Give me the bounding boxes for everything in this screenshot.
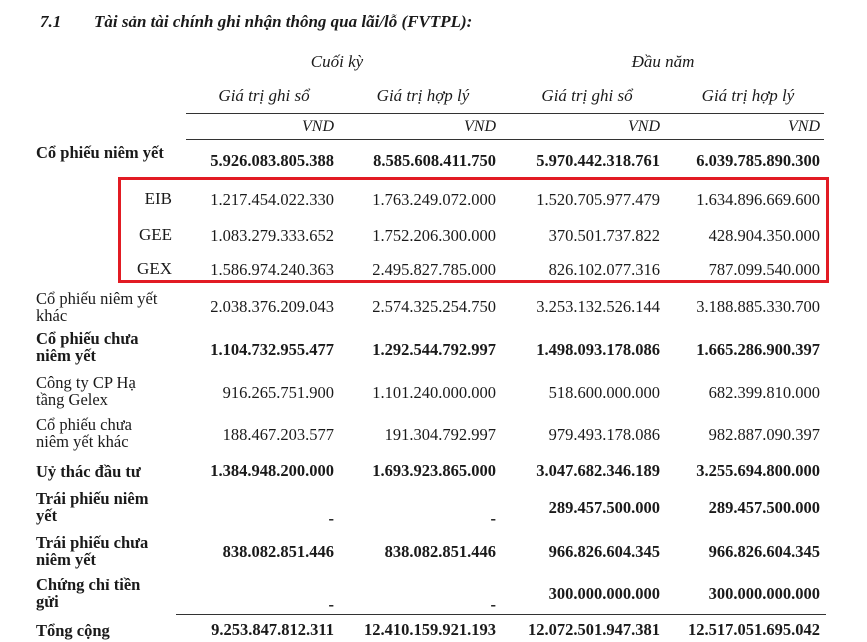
cell-fair-value-start: 428.904.350.000	[708, 226, 820, 245]
cell-fair-value-end: 8.585.608.411.750	[373, 151, 496, 170]
cell-book-value-start: 518.600.000.000	[548, 383, 660, 402]
cell-fair-value-end: 838.082.851.446	[384, 542, 496, 561]
row-label: Công ty CP Hạ tầng Gelex	[36, 373, 136, 409]
cell-fair-value-end: 191.304.792.997	[384, 425, 496, 444]
cell-fair-value-end: 2.495.827.785.000	[372, 260, 496, 279]
cell-book-value-start: 1.520.705.977.479	[536, 190, 660, 209]
cell-fair-value-start: 787.099.540.000	[708, 260, 820, 279]
ticker-gee: GEE	[138, 225, 172, 244]
cell-fair-value-end: 1.752.206.300.000	[372, 226, 496, 245]
cell-book-value-start: 300.000.000.000	[548, 584, 660, 603]
cell-fair-value-end: 2.574.325.254.750	[372, 297, 496, 316]
table-row: EIB 1.217.454.022.330 1.763.249.072.000 …	[0, 189, 867, 213]
ticker-gex: GEX	[137, 259, 172, 278]
cell-book-value-start: 3.253.132.526.144	[536, 297, 660, 316]
highlight-box	[118, 177, 829, 283]
table-row: Cổ phiếu niêm yết khác 2.038.376.209.043…	[0, 290, 867, 326]
row-label: Cổ phiếu niêm yết	[36, 143, 164, 162]
cell-fair-value-start: 289.457.500.000	[708, 498, 820, 517]
table-row: Cổ phiếu chưa niêm yết khác 188.467.203.…	[0, 416, 867, 452]
table-row: Chứng chỉ tiền gửi - - 300.000.000.000 3…	[0, 576, 867, 616]
col-header-book-value-start: Giá trị ghi sổ	[541, 86, 633, 105]
unit-label: VND	[464, 118, 496, 135]
col-header-fair-value-end: Giá trị hợp lý	[376, 86, 470, 105]
table-row: Công ty CP Hạ tầng Gelex 916.265.751.900…	[0, 374, 867, 410]
row-label: Tổng cộng	[36, 621, 110, 640]
cell-book-value-end: 5.926.083.805.388	[210, 151, 334, 170]
total-rule	[176, 614, 826, 615]
cell-book-value-start: 3.047.682.346.189	[536, 461, 660, 480]
unit-label: VND	[788, 118, 820, 135]
cell-book-value-start: 289.457.500.000	[548, 498, 660, 517]
row-label: Trái phiếu chưa niêm yết	[36, 533, 149, 569]
cell-fair-value-start: 6.039.785.890.300	[696, 151, 820, 170]
cell-fair-value-end: 1.292.544.792.997	[372, 340, 496, 359]
cell-fair-value-start: 682.399.810.000	[708, 383, 820, 402]
cell-fair-value-start: 966.826.604.345	[708, 542, 820, 561]
group-header-start-year: Đầu năm	[631, 52, 695, 71]
col-header-book-value-end: Giá trị ghi sổ	[218, 86, 310, 105]
cell-fair-value-end: -	[490, 509, 497, 528]
cell-fair-value-start: 3.188.885.330.700	[696, 297, 820, 316]
cell-book-value-start: 966.826.604.345	[548, 542, 660, 561]
table-row-total: Tổng cộng 9.253.847.812.311 12.410.159.9…	[0, 620, 867, 642]
table-row: Trái phiếu niêm yết - - 289.457.500.000 …	[0, 490, 867, 530]
group-header-end-period: Cuối kỳ	[310, 52, 364, 71]
cell-book-value-end: 9.253.847.812.311	[211, 620, 334, 639]
cell-fair-value-start: 1.665.286.900.397	[696, 340, 820, 359]
cell-book-value-end: 1.384.948.200.000	[210, 461, 334, 480]
cell-book-value-end: 2.038.376.209.043	[210, 297, 334, 316]
cell-book-value-start: 826.102.077.316	[548, 260, 660, 279]
cell-book-value-start: 12.072.501.947.381	[528, 620, 660, 639]
cell-book-value-end: 1.586.974.240.363	[210, 260, 334, 279]
cell-fair-value-start: 300.000.000.000	[708, 584, 820, 603]
cell-fair-value-start: 1.634.896.669.600	[696, 190, 820, 209]
cell-book-value-end: 1.083.279.333.652	[210, 226, 334, 245]
col-header-fair-value-start: Giá trị hợp lý	[701, 86, 795, 105]
row-label: Uỷ thác đầu tư	[36, 462, 141, 481]
cell-book-value-start: 5.970.442.318.761	[536, 151, 660, 170]
cell-book-value-start: 370.501.737.822	[548, 226, 660, 245]
row-label: Cổ phiếu niêm yết khác	[36, 289, 158, 325]
cell-book-value-start: 1.498.093.178.086	[536, 340, 660, 359]
cell-fair-value-end: -	[490, 595, 497, 614]
cell-fair-value-start: 982.887.090.397	[708, 425, 820, 444]
unit-rule	[186, 139, 824, 140]
section-number: 7.1	[40, 12, 62, 31]
cell-book-value-end: -	[328, 509, 335, 528]
unit-label: VND	[302, 118, 334, 135]
ticker-eib: EIB	[144, 189, 172, 208]
cell-book-value-end: 188.467.203.577	[222, 425, 334, 444]
row-label: Cổ phiếu chưa niêm yết khác	[36, 415, 133, 451]
table-row: Cổ phiếu niêm yết 5.926.083.805.388 8.58…	[0, 144, 867, 180]
cell-fair-value-end: 1.763.249.072.000	[372, 190, 496, 209]
table-row: GEX 1.586.974.240.363 2.495.827.785.000 …	[0, 259, 867, 283]
table-row: GEE 1.083.279.333.652 1.752.206.300.000 …	[0, 225, 867, 249]
cell-fair-value-end: 12.410.159.921.193	[364, 620, 496, 639]
cell-book-value-end: 1.104.732.955.477	[210, 340, 334, 359]
cell-fair-value-start: 3.255.694.800.000	[696, 461, 820, 480]
cell-book-value-end: 838.082.851.446	[222, 542, 334, 561]
cell-fair-value-end: 1.693.923.865.000	[372, 461, 496, 480]
table-row: Uỷ thác đầu tư 1.384.948.200.000 1.693.9…	[0, 461, 867, 483]
row-label: Chứng chỉ tiền gửi	[36, 575, 141, 611]
header-rule	[186, 113, 824, 114]
table-row: Trái phiếu chưa niêm yết 838.082.851.446…	[0, 534, 867, 574]
cell-fair-value-start: 12.517.051.695.042	[688, 620, 820, 639]
cell-fair-value-end: 1.101.240.000.000	[372, 383, 496, 402]
unit-label: VND	[628, 118, 660, 135]
cell-book-value-end: 916.265.751.900	[222, 383, 334, 402]
cell-book-value-end: 1.217.454.022.330	[210, 190, 334, 209]
cell-book-value-end: -	[328, 595, 335, 614]
table-row: Cổ phiếu chưa niêm yết 1.104.732.955.477…	[0, 330, 867, 366]
cell-book-value-start: 979.493.178.086	[548, 425, 660, 444]
row-label: Trái phiếu niêm yết	[36, 489, 149, 525]
row-label: Cổ phiếu chưa niêm yết	[36, 329, 139, 365]
section-title: Tài sản tài chính ghi nhận thông qua lãi…	[94, 12, 473, 31]
